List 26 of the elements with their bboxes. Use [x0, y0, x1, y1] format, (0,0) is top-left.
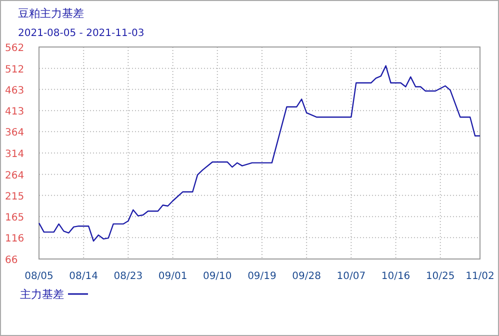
y-tick-label: 215: [5, 191, 24, 202]
x-tick-label: 11/02: [466, 271, 494, 282]
x-tick-label: 09/19: [248, 271, 276, 282]
x-tick-label: 09/01: [158, 271, 188, 282]
y-tick-label: 165: [5, 212, 24, 224]
x-tick-label: 09/10: [202, 271, 232, 282]
chart-subtitle: 2021-08-05 - 2021-11-03: [18, 28, 144, 39]
y-tick-label: 463: [5, 85, 24, 96]
x-tick-label: 09/28: [292, 271, 321, 282]
x-tick-label: 10/16: [381, 271, 410, 282]
x-tick-label: 08/23: [114, 271, 143, 282]
x-tick-label: 08/05: [24, 271, 54, 282]
y-tick-label: 66: [5, 255, 18, 266]
y-tick-label: 413: [5, 106, 24, 118]
line-series: [38, 65, 481, 242]
x-tick-label: 10/07: [336, 271, 366, 282]
legend-label: 主力基差: [20, 288, 64, 301]
y-tick-label: 264: [5, 170, 24, 182]
y-tick-label: 314: [5, 149, 24, 160]
y-tick-label: 364: [5, 128, 24, 139]
chart-title: 豆粕主力基差: [18, 7, 84, 20]
y-tick-label: 116: [5, 234, 24, 245]
y-tick-label: 512: [5, 64, 24, 76]
x-tick-label: 08/14: [69, 271, 98, 282]
y-tick-label: 562: [5, 43, 24, 54]
x-tick-label: 10/25: [426, 271, 455, 282]
